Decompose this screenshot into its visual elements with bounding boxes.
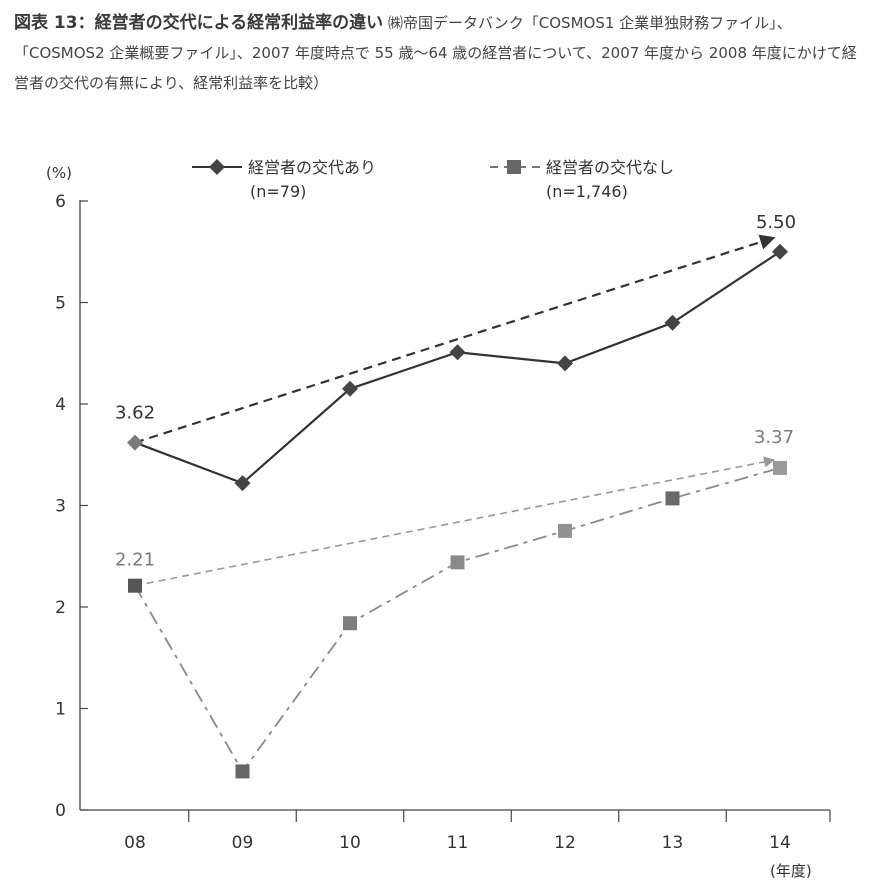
y-tick-label: 3 bbox=[55, 497, 66, 517]
x-tick-label: 12 bbox=[554, 833, 576, 853]
data-label-without-change-start: 2.21 bbox=[115, 550, 155, 571]
figure-label: 図表 13： bbox=[14, 13, 95, 33]
data-point-with-change bbox=[127, 434, 143, 451]
legend-diamond-marker bbox=[209, 159, 225, 175]
data-point-with-change bbox=[234, 475, 251, 492]
x-axis-unit: (年度) bbox=[770, 862, 812, 880]
data-point-without-change bbox=[235, 764, 250, 779]
x-tick-label: 13 bbox=[662, 833, 684, 853]
data-point-with-change bbox=[772, 243, 788, 260]
x-tick-label: 09 bbox=[232, 833, 254, 853]
data-point-without-change bbox=[773, 460, 787, 475]
data-point-without-change bbox=[343, 616, 357, 631]
y-tick-label: 2 bbox=[55, 598, 66, 618]
y-tick-label: 6 bbox=[55, 192, 66, 212]
x-tick-label: 11 bbox=[447, 833, 469, 853]
y-tick-label: 5 bbox=[55, 294, 66, 314]
data-point-without-change bbox=[128, 578, 142, 593]
x-tick-label: 08 bbox=[124, 833, 146, 853]
data-point-with-change bbox=[557, 355, 573, 372]
legend-n-without-change: (n=1,746) bbox=[546, 182, 628, 201]
y-tick-label: 4 bbox=[55, 395, 66, 415]
figure-source: ㈱帝国データバンク「COSMOS1 企業単独財務ファイル」、「COSMOS2 企… bbox=[14, 14, 857, 92]
data-label-without-change-end: 3.37 bbox=[754, 427, 794, 448]
legend-n-with-change: (n=79) bbox=[250, 182, 306, 201]
trend-arrow-without-change bbox=[134, 456, 776, 587]
legend-square-marker bbox=[507, 160, 521, 174]
series-line-with-change bbox=[134, 250, 781, 485]
y-tick-label: 0 bbox=[55, 801, 66, 821]
y-axis-unit: (%) bbox=[46, 164, 72, 182]
figure-title: 経営者の交代による経常利益率の違い bbox=[94, 13, 384, 33]
data-point-with-change bbox=[664, 314, 681, 331]
figure-caption: 図表 13：経営者の交代による経常利益率の違い ㈱帝国データバンク「COSMOS… bbox=[14, 8, 862, 98]
data-point-with-change bbox=[342, 380, 358, 397]
data-point-without-change bbox=[665, 491, 680, 506]
legend-label-with-change: 経営者の交代あり bbox=[248, 158, 376, 177]
legend-label-without-change: 経営者の交代なし bbox=[546, 158, 674, 177]
trend-arrow-with-change bbox=[134, 234, 776, 444]
series-line-without-change bbox=[134, 467, 781, 774]
data-label-with-change-end: 5.50 bbox=[756, 212, 796, 233]
y-tick-label: 1 bbox=[55, 700, 66, 720]
data-point-without-change bbox=[450, 555, 465, 570]
data-point-with-change bbox=[449, 344, 466, 361]
x-tick-label: 10 bbox=[339, 833, 361, 853]
x-tick-label: 14 bbox=[769, 833, 791, 853]
legend: 経営者の交代あり (n=79) 経営者の交代なし (n=1,746) bbox=[192, 158, 674, 201]
data-label-with-change-start: 3.62 bbox=[115, 403, 155, 424]
data-point-without-change bbox=[558, 523, 572, 538]
